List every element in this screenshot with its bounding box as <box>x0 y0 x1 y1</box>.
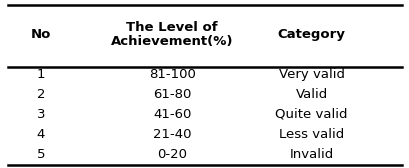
Text: Very valid: Very valid <box>278 68 344 81</box>
Text: 1: 1 <box>37 68 45 81</box>
Text: 0-20: 0-20 <box>157 148 187 161</box>
Text: Category: Category <box>277 28 345 41</box>
Text: Invalid: Invalid <box>289 148 333 161</box>
Text: 61-80: 61-80 <box>153 88 191 101</box>
Text: 3: 3 <box>37 108 45 121</box>
Text: Quite valid: Quite valid <box>275 108 347 121</box>
Text: 21-40: 21-40 <box>153 128 191 141</box>
Text: No: No <box>31 28 51 41</box>
Text: 81-100: 81-100 <box>148 68 195 81</box>
Text: 41-60: 41-60 <box>153 108 191 121</box>
Text: 2: 2 <box>37 88 45 101</box>
Text: 4: 4 <box>37 128 45 141</box>
Text: The Level of
Achievement(%): The Level of Achievement(%) <box>111 21 233 48</box>
Text: Less valid: Less valid <box>278 128 344 141</box>
Text: Valid: Valid <box>295 88 327 101</box>
Text: 5: 5 <box>37 148 45 161</box>
